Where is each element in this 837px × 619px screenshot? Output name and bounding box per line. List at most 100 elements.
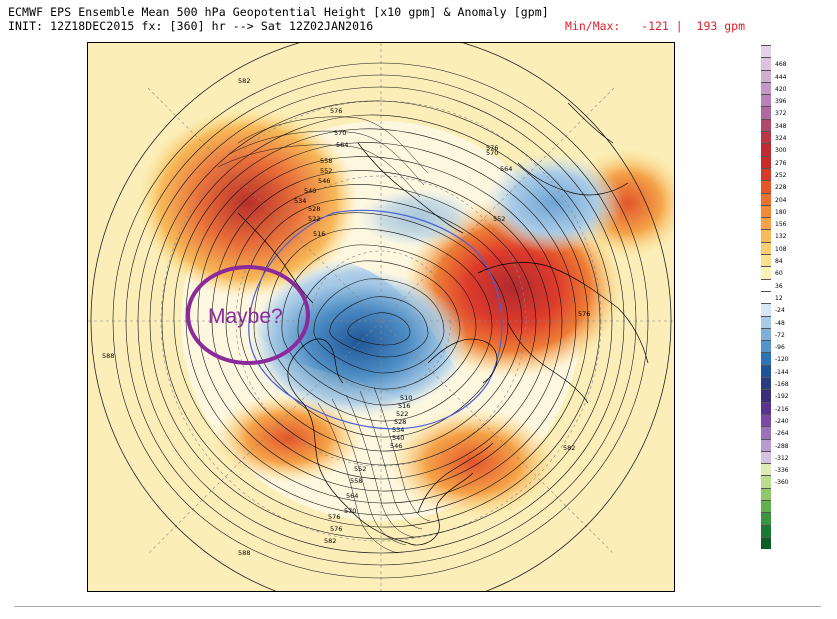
reference-contour	[248, 209, 503, 430]
colorbar-row: 204	[761, 192, 797, 205]
contour-label: 534	[392, 426, 404, 434]
colorbar-row: -120	[761, 352, 797, 365]
colorbar-row	[761, 524, 797, 537]
colorbar-swatch	[761, 131, 771, 144]
colorbar-label: 252	[775, 171, 787, 179]
coastlines	[237, 102, 649, 546]
colorbar-row: -336	[761, 463, 797, 476]
colorbar-swatch	[761, 278, 771, 291]
map-svg: 588 582 576 570 564 558 552 546 540 534 …	[88, 43, 674, 591]
annotation-text: Maybe?	[208, 305, 283, 328]
colorbar-swatch	[761, 229, 771, 242]
contour-label: 582	[563, 444, 575, 452]
map-subtitle: INIT: 12Z18DEC2015 fx: [360] hr --> Sat …	[8, 19, 374, 33]
colorbar-label: -120	[775, 356, 789, 364]
contour-label: 570	[344, 507, 356, 515]
colorbar-swatch	[761, 106, 771, 119]
colorbar-label: 372	[775, 110, 787, 118]
min-max-readout: Min/Max: -121 | 193 gpm	[565, 19, 746, 33]
contour-label: 582	[238, 77, 250, 85]
bottom-divider	[14, 606, 821, 607]
colorbar-swatch	[761, 69, 771, 82]
colorbar-swatch	[761, 155, 771, 168]
trough-contours	[217, 116, 431, 554]
contour-label: 558	[320, 157, 332, 165]
colorbar-swatch	[761, 180, 771, 193]
colorbar-label: -72	[775, 331, 785, 339]
colorbar-label: 420	[775, 85, 787, 93]
colorbar-row: -24	[761, 303, 797, 316]
colorbar-row: -312	[761, 450, 797, 464]
graticule	[88, 43, 674, 591]
colorbar-row: -72	[761, 327, 797, 341]
colorbar-swatch	[761, 536, 771, 550]
colorbar-row: -216	[761, 401, 797, 414]
colorbar-label: -192	[775, 393, 789, 401]
colorbar-swatch	[761, 241, 771, 255]
colorbar-row: 108	[761, 241, 797, 255]
colorbar-label: -336	[775, 467, 789, 475]
colorbar-row: 12	[761, 290, 797, 304]
colorbar-label: -96	[775, 344, 785, 352]
colorbar-label: 468	[775, 61, 787, 69]
colorbar-swatch	[761, 167, 771, 181]
map-title: ECMWF EPS Ensemble Mean 500 hPa Geopoten…	[8, 5, 549, 19]
colorbar-row: -264	[761, 426, 797, 439]
colorbar-swatch	[761, 377, 771, 390]
contour-label: 588	[102, 352, 114, 360]
colorbar-swatch	[761, 94, 771, 107]
colorbar-swatch	[761, 254, 771, 267]
colorbar-row	[761, 487, 797, 500]
colorbar-label: 396	[775, 98, 787, 106]
colorbar-row: 228	[761, 180, 797, 193]
colorbar-swatch	[761, 118, 771, 132]
colorbar-label: -48	[775, 319, 785, 327]
colorbar-label: -288	[775, 442, 789, 450]
colorbar-label: 132	[775, 233, 787, 241]
colorbar-swatch	[761, 327, 771, 341]
contour-label: 552	[354, 465, 366, 473]
atlantic-ridge-anomaly	[388, 408, 558, 518]
colorbar-row	[761, 536, 797, 550]
colorbar-swatch	[761, 389, 771, 402]
colorbar-swatch	[761, 512, 771, 525]
colorbar-row: 252	[761, 167, 797, 181]
contour-label: 588	[238, 549, 250, 557]
canada-trough-anomaly	[248, 268, 468, 418]
contour-label: 546	[390, 442, 402, 450]
colorbar-label: 36	[775, 282, 783, 290]
contour-label: 522	[396, 410, 408, 418]
contour-label: 510	[400, 394, 412, 402]
colorbar-swatch	[761, 524, 771, 537]
contour-label: 576	[330, 107, 342, 115]
polar-map: 588 582 576 570 564 558 552 546 540 534 …	[87, 42, 675, 592]
colorbar-row: -96	[761, 340, 797, 353]
colorbar-row: 348	[761, 118, 797, 132]
contour-label: 570	[334, 129, 346, 137]
annotation-circle	[186, 265, 310, 365]
contour-label: 564	[336, 141, 348, 149]
colorbar-row: 396	[761, 94, 797, 107]
colorbar-swatch	[761, 204, 771, 218]
colorbar-row: -360	[761, 475, 797, 488]
colorbar-swatch	[761, 352, 771, 365]
colorbar-swatch	[761, 57, 771, 70]
colorbar-label: 228	[775, 184, 787, 192]
colorbar-row: 372	[761, 106, 797, 119]
colorbar-label: -168	[775, 381, 789, 389]
colorbar-row: -144	[761, 364, 797, 378]
colorbar-label: -144	[775, 368, 789, 376]
colorbar-swatch	[761, 463, 771, 476]
colorbar-label: -360	[775, 479, 789, 487]
contour-label: 576	[578, 310, 590, 318]
colorbar-label: 156	[775, 221, 787, 229]
colorbar-label: -240	[775, 417, 789, 425]
colorbar-label: -216	[775, 405, 789, 413]
colorbar-row: 84	[761, 254, 797, 267]
colorbar-label: 180	[775, 208, 787, 216]
colorbar-label: -312	[775, 454, 789, 462]
colorbar-row: 468	[761, 57, 797, 70]
contour-label: 558	[350, 477, 362, 485]
colorbar-swatch	[761, 450, 771, 464]
colorbar-label: 60	[775, 270, 783, 278]
